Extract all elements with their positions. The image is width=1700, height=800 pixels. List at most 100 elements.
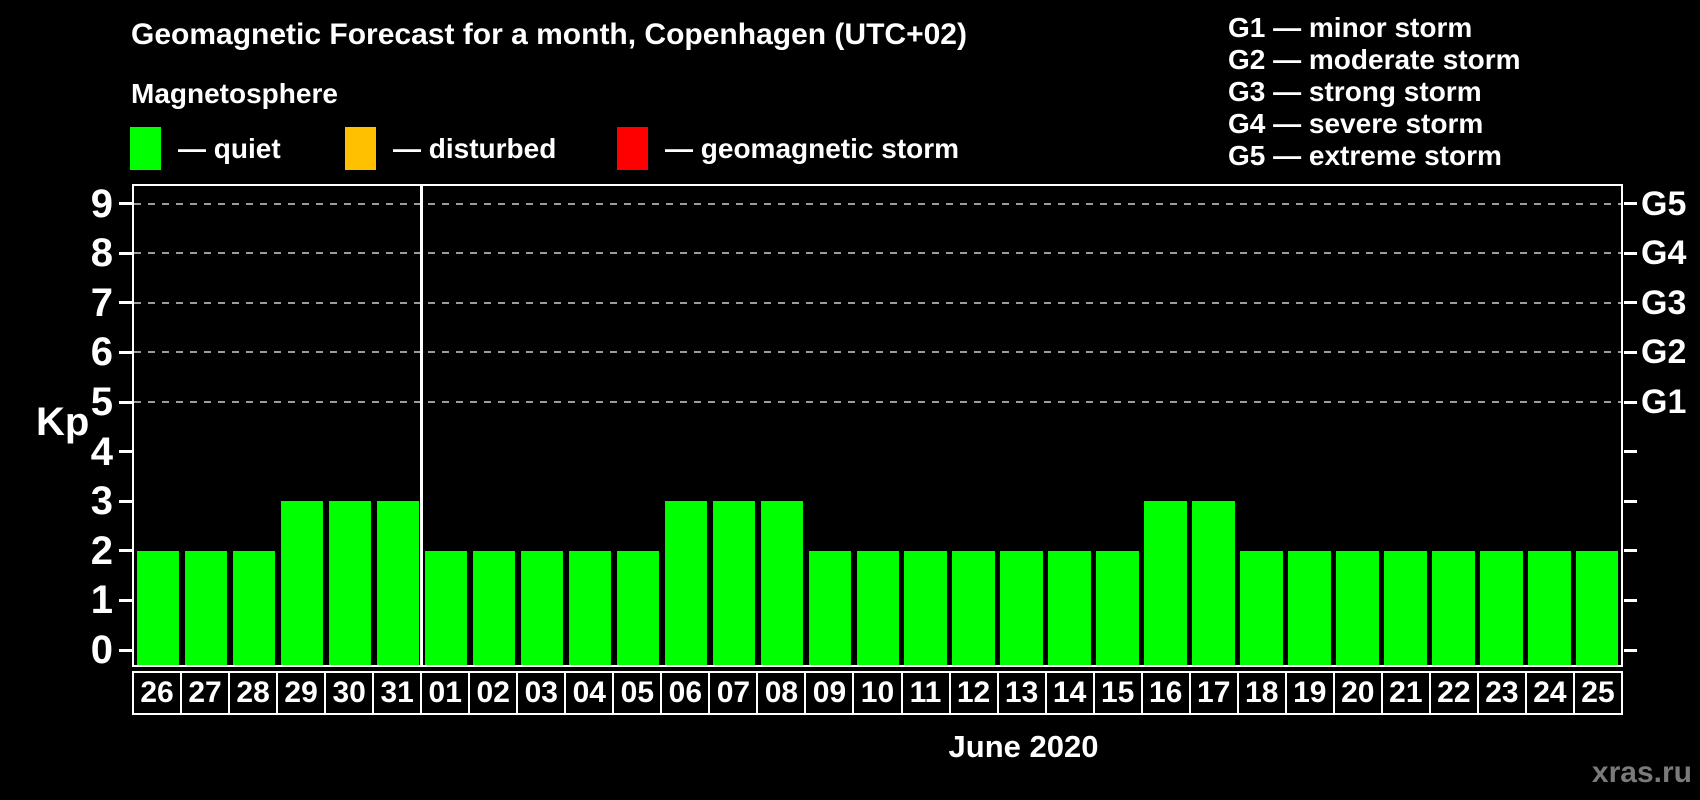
legend-item-geomagnetic-storm: — geomagnetic storm [617,127,959,170]
month-separator-line [420,186,424,665]
y-axis-tick-right [1624,648,1637,652]
y-axis-tick-left [119,400,132,404]
x-axis-day-label: 17 [1191,673,1239,713]
y-axis-tick-right [1624,549,1637,553]
g-scale-legend-item: G1 — minor storm [1228,12,1473,43]
gridline-kp6 [134,351,1621,354]
x-axis-day-label: 10 [854,673,903,713]
g-scale-legend-item: G5 — extreme storm [1228,140,1502,171]
kp-bar-day-05 [616,550,660,665]
y-axis-tick-label: 6 [90,330,113,375]
legend-swatch-geomagnetic-storm [617,127,648,170]
y-axis-tick-left [119,301,132,305]
g-scale-axis-label: G5 [1641,184,1687,223]
y-axis-tick-label: 5 [90,380,113,424]
kp-bar-day-22 [1432,550,1475,665]
x-axis-day-label: 08 [758,673,807,713]
magnetosphere-label: Magnetosphere [131,78,338,109]
kp-bar-day-28 [232,550,276,665]
g-scale-axis-label: G1 [1641,383,1687,421]
kp-bar-day-13 [1000,550,1043,665]
y-axis-tick-label: 3 [90,479,113,524]
g-scale-axis-label: G4 [1641,234,1687,273]
x-axis-day-label: 18 [1239,673,1287,713]
legend-swatch-disturbed [345,127,376,170]
g-scale-axis-label: G2 [1641,333,1687,372]
legend-label-quiet: — quiet [178,132,281,164]
kp-bar-day-10 [856,550,899,665]
kp-bar-day-09 [808,550,851,665]
x-axis-day-label: 21 [1383,673,1431,713]
kp-bar-day-23 [1480,550,1523,665]
plot-inner [134,186,1621,665]
y-axis-tick-left [119,251,132,255]
kp-bar-day-27 [184,550,228,665]
kp-bar-day-11 [904,550,947,665]
legend-swatch-quiet [130,127,161,170]
gridline-kp7 [134,301,1621,304]
x-axis-day-label: 03 [518,673,567,713]
x-axis-day-label: 20 [1335,673,1383,713]
legend-item-disturbed: — disturbed [345,127,556,170]
y-axis-tick-left [119,549,132,553]
kp-bar-day-26 [137,550,180,665]
y-axis-tick-right [1624,400,1637,404]
x-axis-day-label: 15 [1095,673,1143,713]
gridline-kp8 [134,252,1621,255]
y-axis-tick-label: 2 [90,528,113,573]
x-axis-day-label: 12 [951,673,999,713]
x-axis-day-label: 02 [470,673,519,713]
x-axis-day-label: 25 [1581,676,1615,709]
kp-bar-day-07 [712,501,756,665]
y-axis-tick-left [119,648,132,652]
y-axis-tick-right [1624,202,1637,206]
y-axis-tick-label: 1 [90,578,113,623]
kp-bar-day-03 [520,550,564,665]
kp-bar-day-19 [1288,550,1331,665]
x-axis-day-label: 30 [326,673,375,713]
g-scale-legend-item: G3 — strong storm [1228,76,1482,107]
y-axis-tick-label: 0 [90,628,113,672]
x-axis-day-label: 11 [903,673,951,713]
kp-bar-day-08 [760,501,804,665]
kp-bar-day-04 [568,550,612,665]
y-axis-tick-label: 4 [90,429,113,474]
chart-title: Geomagnetic Forecast for a month, Copenh… [131,18,967,51]
x-axis-day-label: 23 [1479,673,1527,713]
x-axis-day-label: 16 [1143,673,1191,713]
kp-bar-day-17 [1192,501,1235,665]
x-axis-month-label: June 2020 [948,729,1099,764]
g-scale-legend-item: G4 — severe storm [1228,108,1484,139]
y-axis-tick-left [119,202,132,206]
x-axis-day-label: 24 [1527,673,1575,713]
x-axis-day-row: 26 27 28 29 30 31 01 02 03 04 05 06 07 08 09 10 11 12 13 14… [132,671,1623,715]
y-axis-tick-label: 9 [90,181,113,226]
legend-label-geomagnetic-storm: — geomagnetic storm [665,132,960,164]
x-axis-day-label: 07 [710,673,759,713]
x-axis-day-label: 28 [230,673,279,713]
x-axis-day-label: 19 [1287,673,1335,713]
y-axis-tick-right [1624,450,1637,454]
g-scale-legend-item: G2 — moderate storm [1228,44,1521,75]
y-axis-tick-left [119,598,132,602]
kp-bar-day-15 [1096,550,1139,665]
x-axis-day-label: 06 [662,673,711,713]
kp-bar-day-20 [1336,550,1379,665]
y-axis-tick-label: 8 [90,231,113,276]
kp-bar-day-31 [376,501,420,665]
kp-bar-day-25 [1576,550,1619,665]
watermark: xras.ru [1591,756,1692,789]
kp-bar-day-30 [328,501,372,665]
x-axis-day-label: 27 [182,673,231,713]
kp-bar-day-02 [472,550,516,665]
kp-bar-day-14 [1048,550,1091,665]
y-axis-tick-right [1624,350,1637,354]
x-axis-day-label: 31 [374,673,423,713]
legend-item-quiet: — quiet [130,127,281,170]
x-axis-day-label: 01 [422,673,471,713]
x-axis-day-label: 22 [1431,673,1479,713]
kp-bar-day-16 [1144,501,1187,665]
y-axis-tick-right [1624,301,1637,305]
y-axis-tick-right [1624,251,1637,255]
g-scale-axis-label: G3 [1641,283,1687,322]
